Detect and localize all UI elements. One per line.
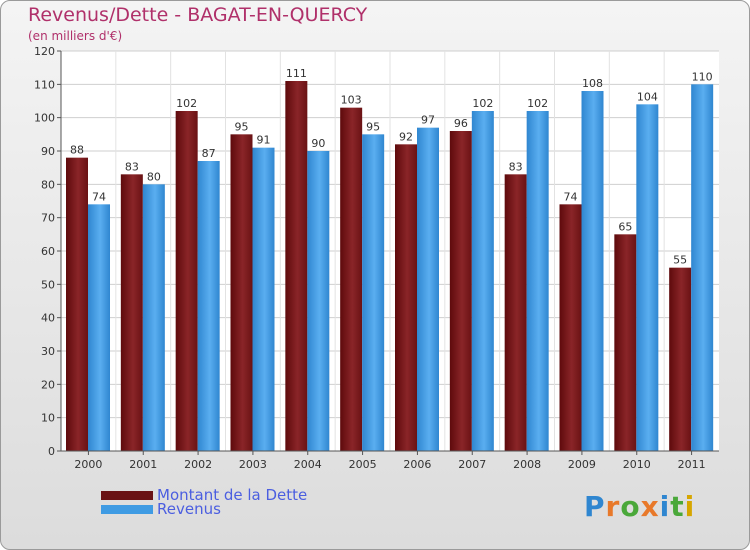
bar-revenue: [581, 91, 604, 451]
bar-debt: [120, 174, 143, 452]
chart-title: Revenus/Dette - BAGAT-EN-QUERCY: [28, 4, 368, 26]
y-tick-label: 40: [41, 312, 55, 325]
data-label-revenue: 102: [472, 97, 493, 110]
data-label-debt: 83: [125, 160, 139, 173]
data-label-revenue: 104: [637, 90, 658, 103]
bar-debt: [285, 81, 308, 451]
y-tick-label: 120: [34, 45, 55, 58]
x-tick-label: 2011: [678, 458, 706, 471]
data-label-debt: 95: [235, 120, 249, 133]
legend-swatch-revenue: [101, 504, 153, 514]
data-label-revenue: 87: [202, 147, 216, 160]
x-tick-label: 2001: [129, 458, 157, 471]
data-label-revenue: 80: [147, 170, 161, 183]
x-tick-label: 2000: [74, 458, 102, 471]
y-tick-label: 110: [34, 78, 55, 91]
data-label-revenue: 102: [527, 97, 548, 110]
data-label-revenue: 110: [692, 70, 713, 83]
bar-debt: [559, 204, 582, 451]
bar-debt: [230, 134, 253, 452]
y-tick-label: 30: [41, 345, 55, 358]
bar-revenue: [88, 204, 110, 451]
y-tick-label: 50: [41, 278, 55, 291]
bar-revenue: [362, 134, 385, 452]
bar-debt: [449, 131, 472, 451]
bar-debt: [504, 174, 527, 452]
bar-debt: [669, 267, 692, 451]
bar-debt: [395, 144, 417, 452]
x-tick-label: 2006: [403, 458, 431, 471]
bar-revenue: [252, 147, 275, 451]
y-tick-label: 10: [41, 412, 55, 425]
x-tick-label: 2007: [458, 458, 486, 471]
y-tick-label: 70: [41, 212, 55, 225]
data-label-debt: 88: [70, 144, 84, 157]
data-label-revenue: 108: [582, 77, 603, 90]
data-label-revenue: 74: [92, 190, 106, 203]
bar-debt: [175, 111, 198, 451]
bar-revenue: [142, 184, 165, 452]
x-tick-label: 2005: [349, 458, 377, 471]
x-tick-label: 2010: [623, 458, 651, 471]
data-label-debt: 102: [176, 97, 197, 110]
x-tick-label: 2002: [184, 458, 212, 471]
bar-debt: [340, 107, 363, 452]
legend-label-revenue: Revenus: [157, 500, 221, 518]
data-label-debt: 55: [673, 254, 687, 267]
data-label-debt: 96: [454, 117, 468, 130]
y-tick-label: 100: [34, 112, 55, 125]
data-label-revenue: 90: [311, 137, 325, 150]
y-tick-label: 60: [41, 245, 55, 258]
bar-revenue: [526, 111, 549, 451]
bar-revenue: [691, 84, 714, 451]
x-tick-label: 2009: [568, 458, 596, 471]
data-label-revenue: 91: [257, 134, 271, 147]
legend-item-revenue: Revenus: [101, 500, 221, 518]
data-label-revenue: 97: [421, 114, 435, 127]
bar-debt: [66, 157, 88, 451]
data-label-debt: 65: [618, 220, 632, 233]
x-tick-label: 2008: [513, 458, 541, 471]
data-label-debt: 92: [399, 130, 413, 143]
bar-revenue: [636, 104, 659, 451]
y-tick-label: 0: [48, 445, 55, 458]
x-tick-label: 2003: [239, 458, 267, 471]
y-tick-label: 90: [41, 145, 55, 158]
data-label-debt: 74: [564, 190, 578, 203]
legend-label-debt: Montant de la Dette: [157, 486, 308, 504]
bar-revenue: [417, 127, 439, 452]
legend-swatch-debt: [101, 490, 153, 500]
bar-debt: [614, 234, 637, 451]
data-label-revenue: 95: [366, 120, 380, 133]
y-tick-label: 80: [41, 178, 55, 191]
bar-revenue: [197, 161, 220, 451]
data-label-debt: 111: [286, 67, 307, 80]
y-tick-label: 20: [41, 378, 55, 391]
proxiti-logo: Proxiti: [584, 490, 696, 523]
x-tick-label: 2004: [294, 458, 322, 471]
legend-item-debt: Montant de la Dette: [101, 486, 308, 504]
chart-subtitle: (en milliers d'€): [28, 29, 123, 43]
bar-revenue: [471, 111, 494, 451]
data-label-debt: 83: [509, 160, 523, 173]
data-label-debt: 103: [341, 94, 362, 107]
bar-revenue: [307, 151, 330, 451]
